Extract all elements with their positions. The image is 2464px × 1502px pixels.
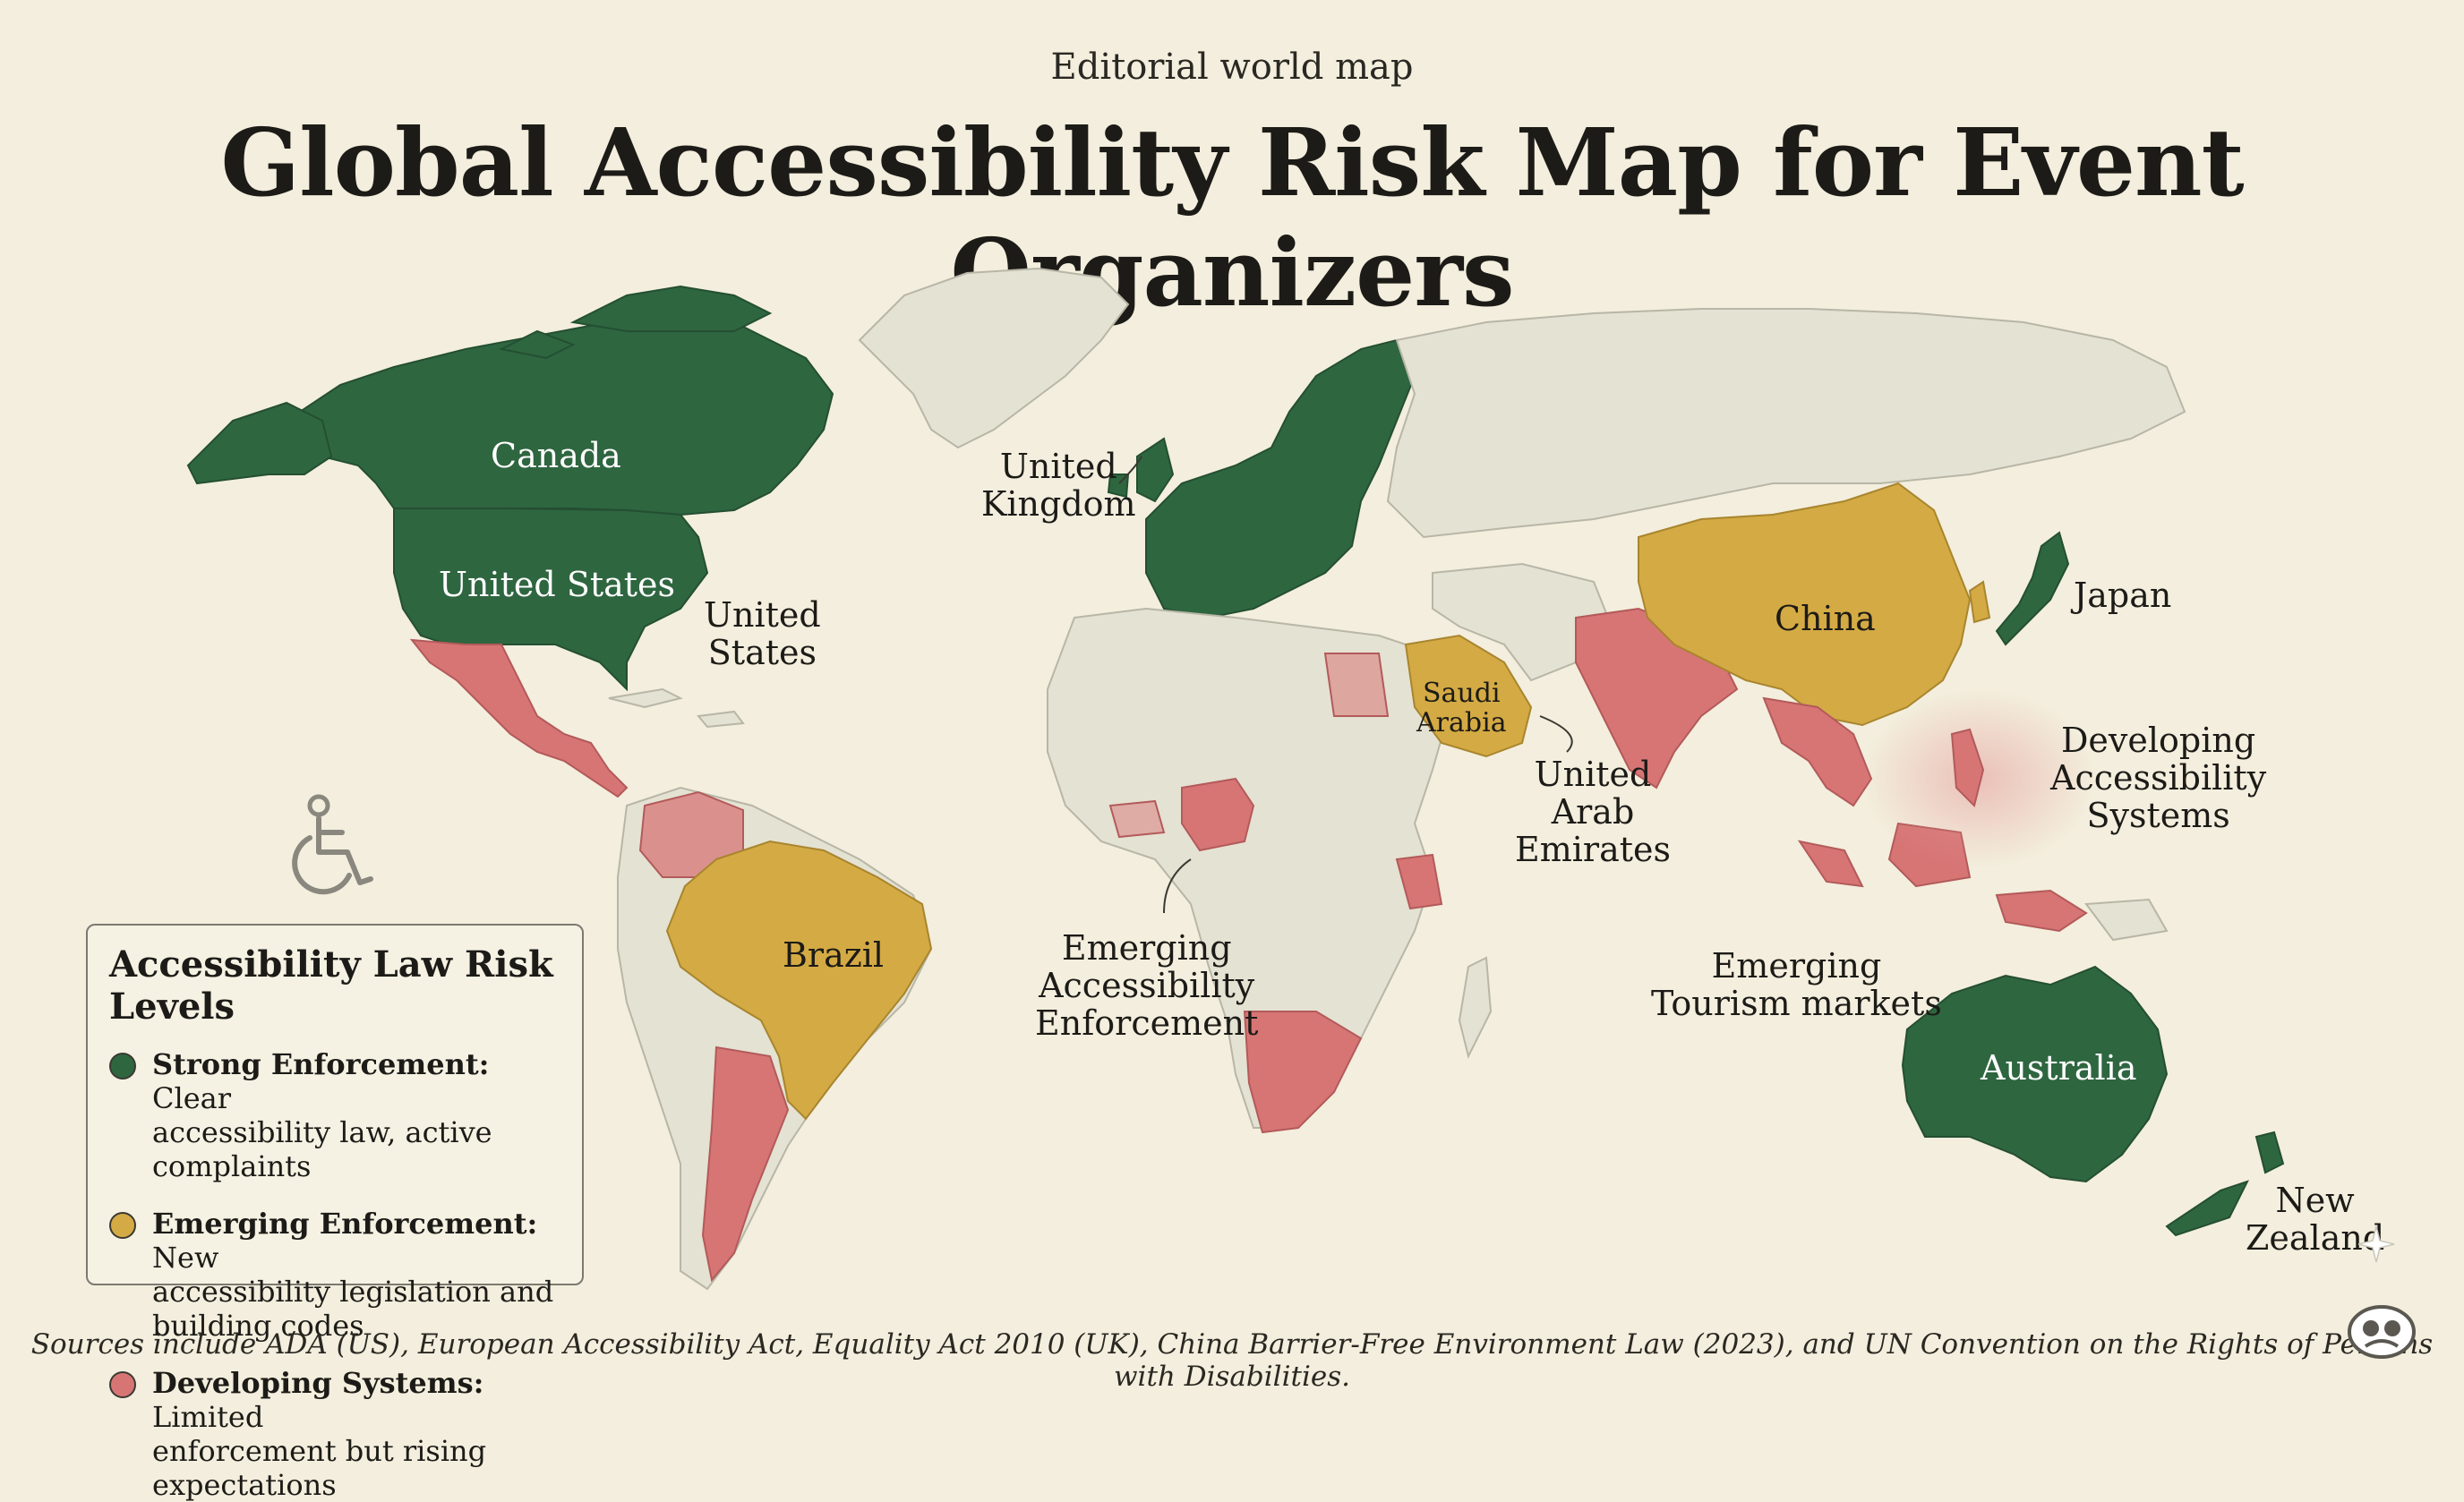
china-region	[1638, 482, 1972, 727]
label-japan: Japan	[2074, 576, 2172, 615]
greenland	[858, 267, 1130, 449]
saudi-arabia-region	[1404, 634, 1533, 758]
new-zealand-region	[2165, 1131, 2285, 1237]
world-map	[186, 267, 2285, 1291]
label-canada: Canada	[491, 436, 621, 475]
label-new-zealand: New Zealand	[2246, 1181, 2385, 1258]
europe-region	[1145, 338, 1416, 619]
uk-callout-line	[1118, 456, 1142, 484]
korea-region	[1968, 580, 1991, 624]
uk-islands	[1107, 437, 1175, 503]
label-united-states: United States	[439, 565, 676, 604]
uae-callout-line	[1539, 715, 1573, 753]
label-uae: United Arab Emirates	[1515, 755, 1672, 869]
middle-east-region	[1432, 562, 1613, 682]
legend-item-strong: Strong Enforcement: Clear accessibility …	[109, 1047, 560, 1183]
label-australia: Australia	[1981, 1048, 2137, 1088]
argentina-region	[701, 1045, 790, 1283]
mexico-central-america	[409, 638, 629, 798]
papua-region	[2084, 898, 2169, 942]
label-china: China	[1775, 599, 1876, 638]
enforcement-callout-line	[1163, 858, 1192, 914]
alaska	[186, 401, 333, 485]
sources-note: Sources include ADA (US), European Acces…	[30, 1328, 2434, 1393]
kenya-region	[1395, 853, 1443, 910]
label-united-states-callout: United States	[704, 595, 821, 672]
publisher-logo-icon	[2348, 1305, 2416, 1359]
brazil-region	[665, 840, 933, 1121]
canada-region	[286, 311, 834, 516]
japan-region	[1995, 531, 2070, 646]
label-united-kingdom: United Kingdom	[981, 447, 1136, 524]
wheelchair-icon	[292, 794, 373, 895]
kicker: Editorial world map	[1050, 47, 1414, 88]
egypt-region	[1323, 653, 1390, 717]
southern-africa-region	[1243, 1011, 1363, 1134]
canada-arctic-islands	[498, 285, 773, 360]
legend-dot-strong	[109, 1053, 136, 1080]
label-developing-accessibility: Developing Accessibility Systems	[2050, 721, 2267, 835]
label-saudi-arabia: Saudi Arabia	[1416, 678, 1507, 738]
russia-asia-base	[1386, 308, 2186, 539]
philippines-region	[1950, 728, 1985, 807]
nigeria-region	[1181, 777, 1255, 852]
caribbean-islands	[608, 687, 745, 729]
madagascar	[1458, 956, 1493, 1059]
legend-item-emerging: Emerging Enforcement: New accessibility …	[109, 1207, 560, 1343]
label-brazil: Brazil	[783, 935, 885, 975]
sparkle-icon	[2357, 1225, 2395, 1263]
australia-region	[1901, 965, 2169, 1183]
label-emerging-enforcement: Emerging Accessibility Enforcement	[1035, 928, 1259, 1043]
southeast-asia-region	[1762, 696, 1873, 807]
west-africa-region	[1108, 799, 1166, 839]
label-emerging-tourism: Emerging Tourism markets	[1651, 946, 1942, 1023]
legend-dot-emerging	[109, 1212, 136, 1239]
legend: Accessibility Law Risk Levels Strong Enf…	[86, 924, 584, 1502]
legend-title: Accessibility Law Risk Levels	[109, 943, 553, 1028]
page-title: Global Accessibility Risk Map for Event …	[220, 107, 2244, 328]
